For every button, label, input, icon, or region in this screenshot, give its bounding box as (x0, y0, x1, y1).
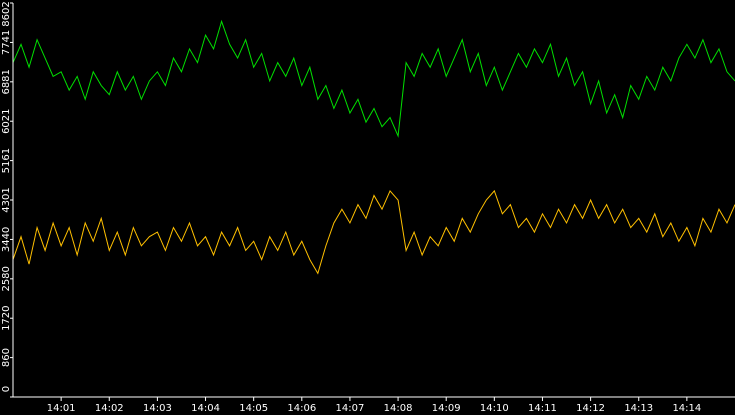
y-tick-label: 5161 (1, 148, 12, 173)
y-tick-label: 7741 (1, 30, 12, 55)
series-line (12, 19, 735, 138)
x-tick-label: 14:01 (47, 403, 76, 414)
y-tick-label: 860 (1, 348, 12, 367)
x-tick-label: 14:11 (528, 403, 557, 414)
series-line (12, 189, 735, 275)
x-tick-label: 14:08 (384, 403, 413, 414)
y-tick-label: 2580 (1, 266, 12, 291)
y-tick-label: 0 (1, 386, 12, 392)
x-tick-label: 14:09 (432, 403, 461, 414)
x-tick-label: 14:06 (287, 403, 316, 414)
y-tick-label: 4301 (1, 187, 12, 212)
y-tick-label: 3440 (1, 227, 12, 252)
y-tick-label: 6881 (1, 69, 12, 94)
x-tick-label: 14:05 (239, 403, 268, 414)
x-tick-label: 14:10 (480, 403, 509, 414)
x-tick-label: 14:14 (672, 403, 701, 414)
y-tick-label: 8602 (1, 1, 12, 26)
x-tick-label: 14:13 (624, 403, 653, 414)
y-tick-label: 1720 (1, 305, 12, 330)
y-tick-label: 6021 (1, 108, 12, 133)
x-tick-label: 14:12 (576, 403, 605, 414)
x-tick-label: 14:07 (336, 403, 365, 414)
x-tick-label: 14:03 (143, 403, 172, 414)
x-tick-label: 14:02 (95, 403, 124, 414)
x-tick-label: 14:04 (191, 403, 220, 414)
